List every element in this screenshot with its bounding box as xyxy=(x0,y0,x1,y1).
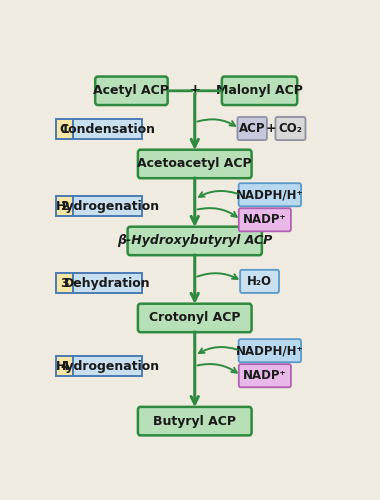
Text: Crotonyl ACP: Crotonyl ACP xyxy=(149,312,241,324)
FancyBboxPatch shape xyxy=(239,208,291,232)
FancyBboxPatch shape xyxy=(56,196,73,216)
FancyBboxPatch shape xyxy=(95,76,168,105)
Text: Acetoacetyl ACP: Acetoacetyl ACP xyxy=(138,158,252,170)
Text: 4: 4 xyxy=(60,360,69,372)
Text: Dehydration: Dehydration xyxy=(64,277,151,290)
FancyBboxPatch shape xyxy=(56,120,73,140)
FancyBboxPatch shape xyxy=(56,274,73,293)
FancyBboxPatch shape xyxy=(240,270,279,293)
FancyBboxPatch shape xyxy=(276,117,306,140)
FancyBboxPatch shape xyxy=(238,117,267,140)
FancyBboxPatch shape xyxy=(73,356,142,376)
FancyBboxPatch shape xyxy=(239,364,291,387)
FancyBboxPatch shape xyxy=(138,150,252,178)
FancyBboxPatch shape xyxy=(73,274,142,293)
FancyBboxPatch shape xyxy=(73,196,142,216)
Text: NADPH/H⁺: NADPH/H⁺ xyxy=(236,344,304,357)
Text: NADPH/H⁺: NADPH/H⁺ xyxy=(236,188,304,201)
Text: NADP⁺: NADP⁺ xyxy=(243,369,287,382)
FancyBboxPatch shape xyxy=(239,339,301,362)
FancyBboxPatch shape xyxy=(222,76,297,105)
Text: ACP: ACP xyxy=(239,122,265,135)
Text: Butyryl ACP: Butyryl ACP xyxy=(153,414,236,428)
Text: Hydrogenation: Hydrogenation xyxy=(55,360,160,372)
FancyBboxPatch shape xyxy=(56,356,73,376)
Text: H₂O: H₂O xyxy=(247,275,272,288)
FancyBboxPatch shape xyxy=(128,226,262,255)
FancyBboxPatch shape xyxy=(138,407,252,436)
Text: Hydrogenation: Hydrogenation xyxy=(55,200,160,213)
Text: 1: 1 xyxy=(60,123,69,136)
Text: Malonyl ACP: Malonyl ACP xyxy=(216,84,303,98)
Text: Condensation: Condensation xyxy=(60,123,155,136)
Text: NADP⁺: NADP⁺ xyxy=(243,214,287,226)
Text: CO₂: CO₂ xyxy=(279,122,302,135)
Text: +: + xyxy=(188,84,201,98)
Text: β-Hydroxybutyryl ACP: β-Hydroxybutyryl ACP xyxy=(117,234,272,248)
Text: 3: 3 xyxy=(60,277,69,290)
Text: Acetyl ACP: Acetyl ACP xyxy=(93,84,169,98)
FancyBboxPatch shape xyxy=(73,120,142,140)
Text: 2: 2 xyxy=(60,200,69,213)
FancyBboxPatch shape xyxy=(239,183,301,206)
Text: +: + xyxy=(266,122,277,135)
FancyBboxPatch shape xyxy=(138,304,252,332)
